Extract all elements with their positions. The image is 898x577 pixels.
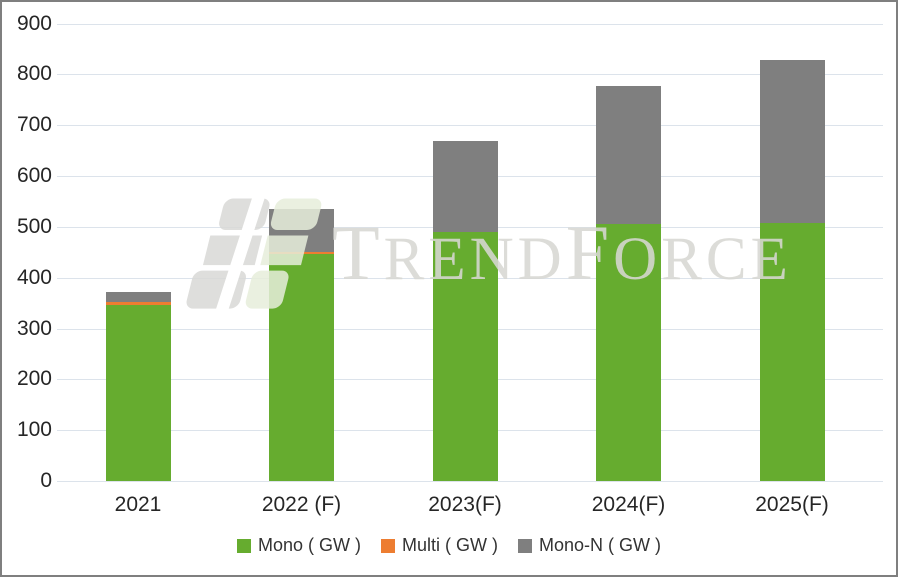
x-axis-label: 2022 (F) <box>261 493 342 516</box>
bar-segment-multi <box>105 301 171 305</box>
bar-group-2025 <box>759 60 825 481</box>
y-axis-tick-label: 800 <box>16 62 52 86</box>
legend-label: Mono ( GW ) <box>257 535 361 555</box>
x-axis-label: 2024(F) <box>591 493 666 516</box>
legend-label: Mono-N ( GW ) <box>539 535 662 555</box>
bar-segment-mono-n <box>596 85 661 225</box>
legend-item-multi: Multi ( GW ) <box>381 535 498 556</box>
bar-segment-mono <box>105 304 171 481</box>
x-axis-label: 2025(F) <box>755 493 829 516</box>
x-axis-label: 2023(F) <box>428 493 502 516</box>
bar-segment-mono <box>432 232 498 481</box>
legend-marker-mono-n <box>518 538 532 553</box>
legend-item-mono-n: Mono-N ( GW ) <box>518 535 661 556</box>
bar-group-2024 <box>596 85 661 481</box>
bar-group-2023 <box>432 141 498 481</box>
x-axis-label: 2021 <box>114 493 162 516</box>
bar-segment-mono <box>596 224 661 481</box>
legend-label: Multi ( GW ) <box>402 535 498 555</box>
y-axis-tick-label: 0 <box>40 469 52 492</box>
gridline <box>57 23 883 25</box>
bar-segment-mono-n <box>759 60 825 223</box>
y-axis-tick-label: 400 <box>16 265 52 289</box>
gridline <box>57 74 883 76</box>
legend: Mono ( GW ) Multi ( GW ) Mono-N ( GW ) <box>2 535 896 556</box>
gridline <box>57 481 883 482</box>
bar-segment-mono <box>759 222 825 481</box>
bar-segment-mono-n <box>432 141 498 233</box>
legend-marker-multi <box>381 538 395 553</box>
bar-group-2021 <box>105 292 171 481</box>
bar-group-2022 <box>269 209 334 481</box>
y-axis-tick-label: 600 <box>16 164 52 187</box>
y-axis-tick-label: 500 <box>16 214 52 238</box>
y-axis-tick-label: 700 <box>16 113 52 137</box>
bar-segment-mono-n <box>269 209 334 253</box>
bar-segment-mono <box>269 254 334 481</box>
y-axis-tick-label: 200 <box>16 367 52 391</box>
gridline <box>57 125 883 127</box>
legend-item-mono: Mono ( GW ) <box>236 535 361 556</box>
y-axis-tick-label: 900 <box>16 11 52 35</box>
y-axis-tick-label: 300 <box>16 316 52 340</box>
bar-segment-mono-n <box>105 292 171 302</box>
y-axis-tick-label: 100 <box>16 418 52 442</box>
legend-marker-mono <box>236 538 251 553</box>
